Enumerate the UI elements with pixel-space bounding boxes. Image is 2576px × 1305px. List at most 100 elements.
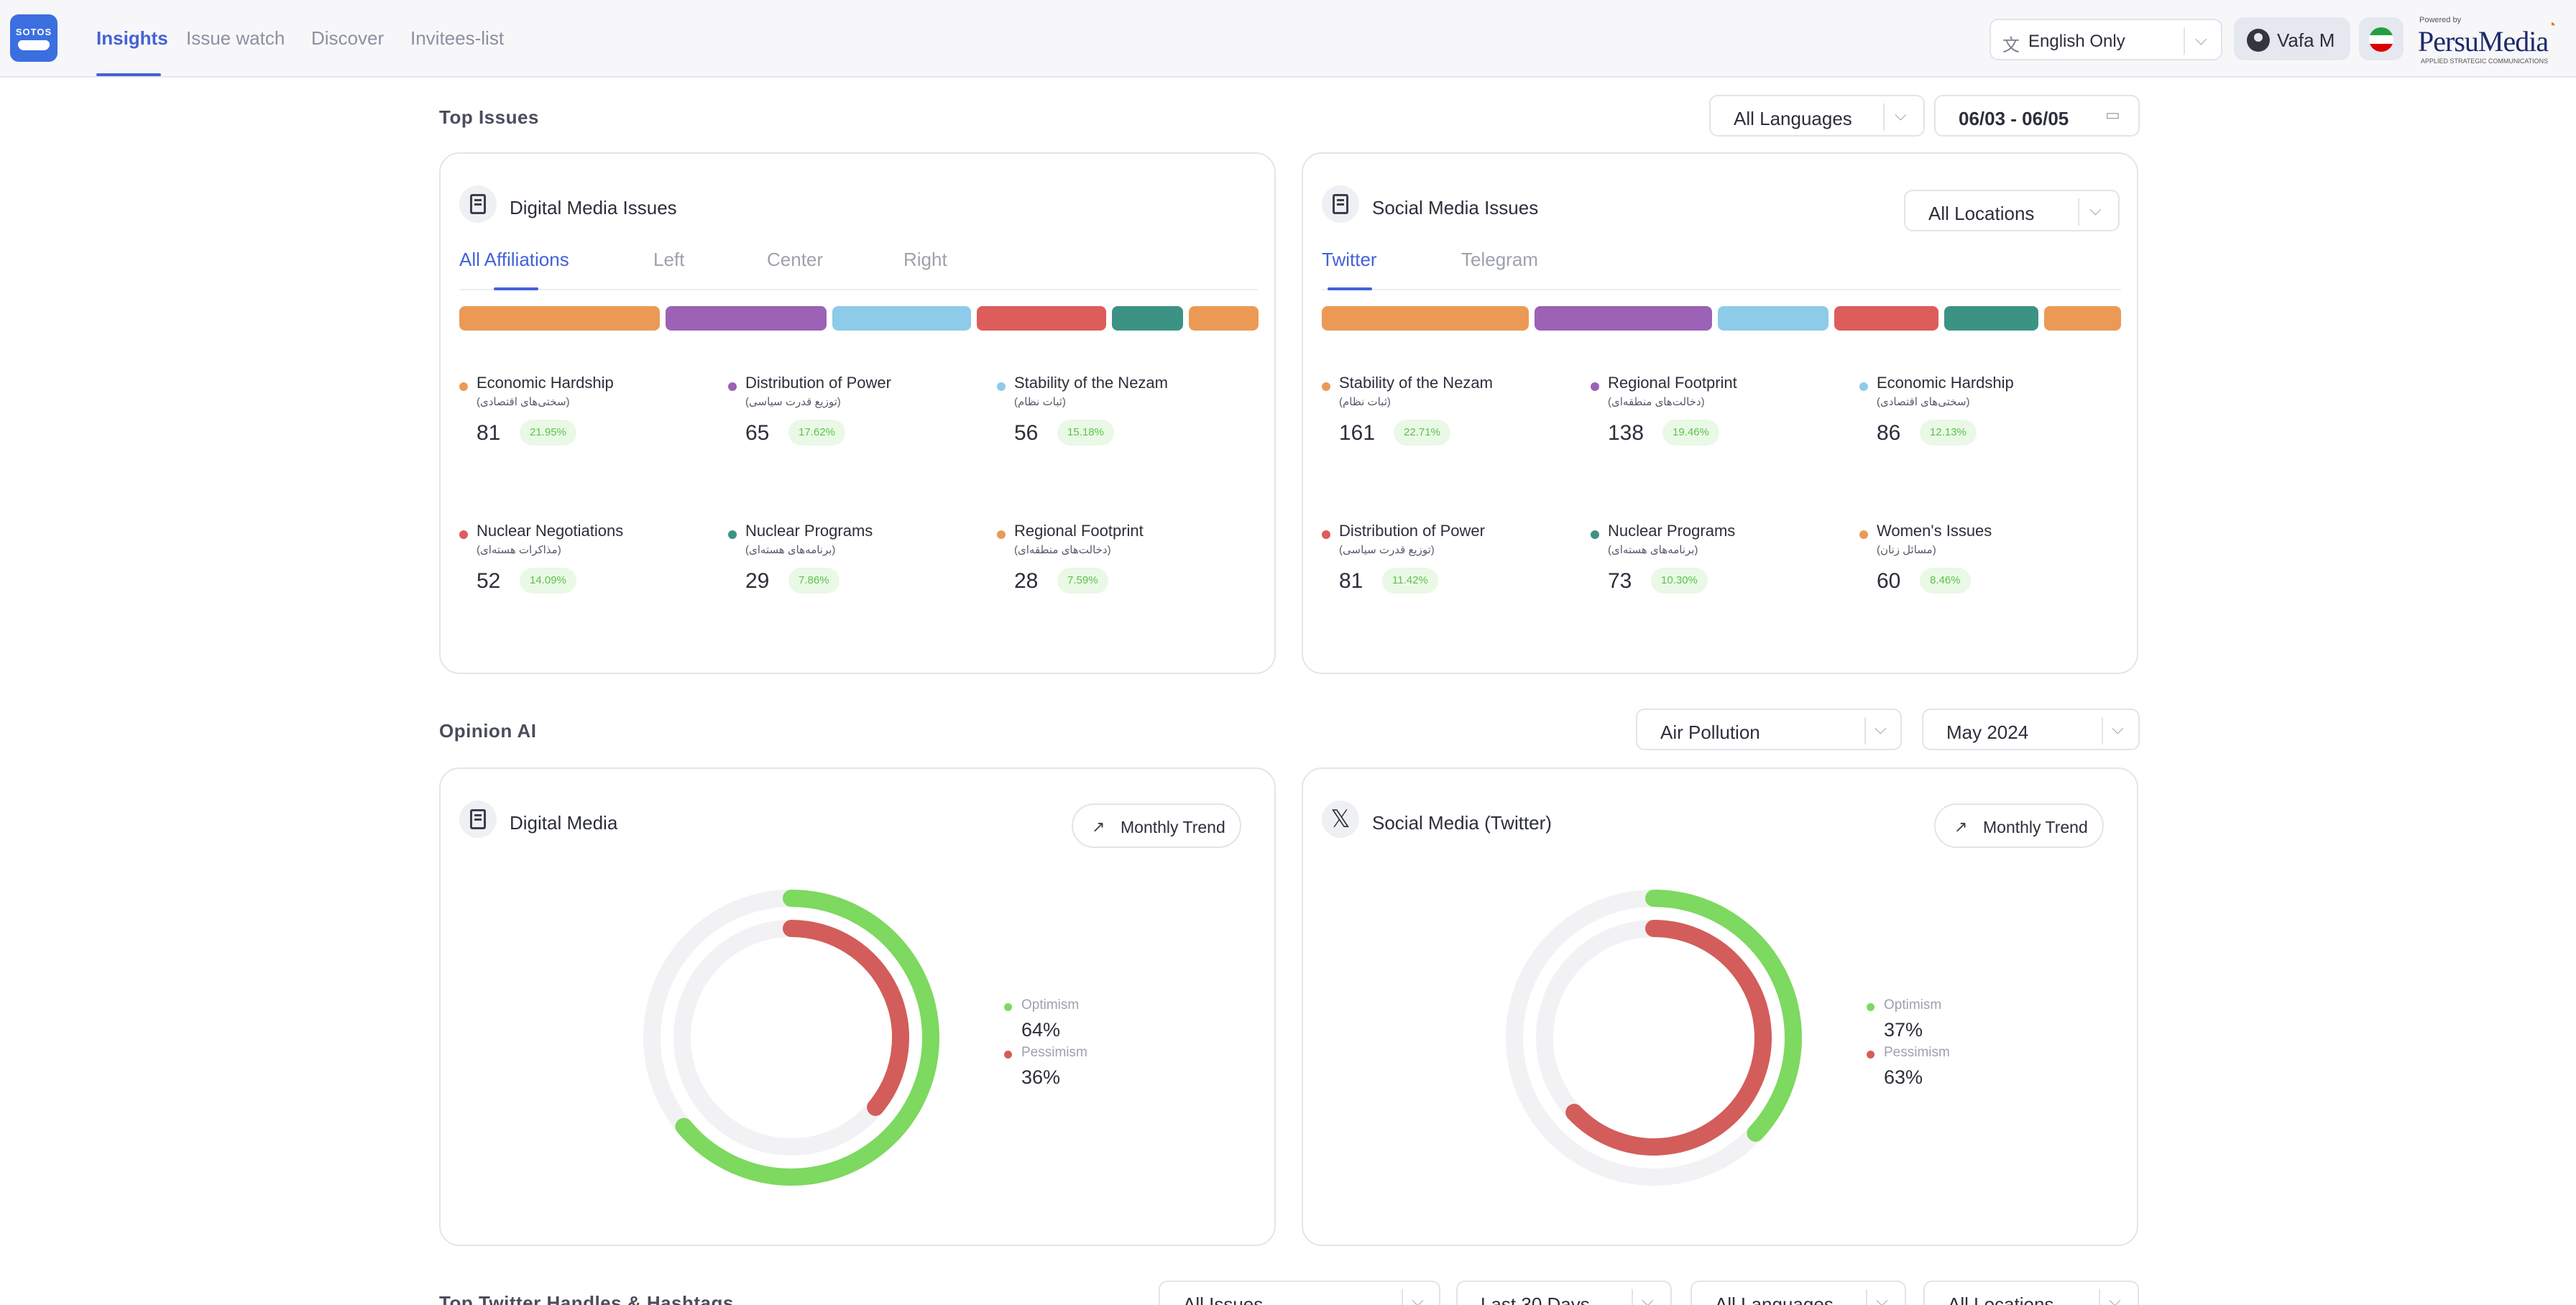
- optimism-arc: [675, 890, 939, 1186]
- issue-distribution-bar: [459, 306, 1259, 331]
- issues-filter[interactable]: All Issues ⌵: [1159, 1281, 1440, 1305]
- app-logo[interactable]: SOTOS: [10, 14, 58, 62]
- select-divider: [1883, 103, 1885, 131]
- tab-issue-watch[interactable]: Issue watch: [186, 27, 285, 49]
- bar-segment[interactable]: [1834, 306, 1938, 331]
- tab-right[interactable]: Right: [903, 249, 947, 270]
- chevron-down-icon: ⌵: [1874, 719, 1887, 737]
- handles-locations-value: All Locations: [1948, 1294, 2054, 1305]
- tab-all-affiliations[interactable]: All Affiliations: [459, 249, 569, 270]
- bar-segment[interactable]: [1189, 306, 1259, 331]
- optimism-label: Optimism: [1884, 997, 1942, 1013]
- issue-name: Economic Hardship: [477, 374, 614, 392]
- social-media-opinion-card: 𝕏 Social Media (Twitter) ↗ Monthly Trend…: [1302, 767, 2138, 1246]
- monthly-trend-button[interactable]: ↗ Monthly Trend: [1934, 803, 2104, 848]
- pessimism-label: Pessimism: [1884, 1045, 1950, 1060]
- document-icon: [1322, 185, 1359, 223]
- issue-color-dot: [728, 382, 737, 391]
- issue-item[interactable]: Nuclear Programs (برنامه‌های هسته‌ای) 73 10…: [1591, 522, 1849, 608]
- bar-segment[interactable]: [1535, 306, 1713, 331]
- monthly-trend-button[interactable]: ↗ Monthly Trend: [1072, 803, 1241, 848]
- handles-languages-filter[interactable]: All Languages ⌵: [1690, 1281, 1906, 1305]
- bar-segment[interactable]: [1718, 306, 1828, 331]
- optimism-value: 64%: [1021, 1019, 1061, 1041]
- tab-telegram[interactable]: Telegram: [1461, 249, 1538, 270]
- locations-filter[interactable]: All Locations ⌵: [1904, 190, 2120, 231]
- region-flag-button[interactable]: [2359, 17, 2404, 60]
- tab-discover[interactable]: Discover: [311, 27, 385, 49]
- date-range-picker[interactable]: 06/03 - 06/05 ▭: [1934, 95, 2140, 137]
- period-filter[interactable]: Last 30 Days ⌵: [1456, 1281, 1672, 1305]
- issue-name-farsi: (توزیع قدرت سیاسی): [1339, 544, 1435, 556]
- optimism-arc: [1645, 890, 1802, 1142]
- pessimism-arc: [783, 920, 909, 1116]
- card-title: Digital Media Issues: [510, 197, 677, 218]
- issue-item[interactable]: Stability of the Nezam (ثبات نظام) 161 22.7…: [1322, 374, 1581, 460]
- issue-item[interactable]: Women's Issues (مسائل زنان) 60 8.46%: [1859, 522, 2118, 608]
- tab-twitter[interactable]: Twitter: [1322, 249, 1377, 270]
- issue-item[interactable]: Nuclear Programs (برنامه‌های هسته‌ای) 29 7.…: [728, 522, 987, 608]
- bar-segment[interactable]: [666, 306, 827, 331]
- tabs-divider: [459, 289, 1259, 290]
- tab-insights[interactable]: Insights: [96, 27, 168, 49]
- chevron-down-icon: ⌵: [2112, 719, 2124, 737]
- bar-segment[interactable]: [1322, 306, 1530, 331]
- issue-count: 138: [1608, 421, 1644, 445]
- topic-filter[interactable]: Air Pollution ⌵: [1636, 709, 1902, 750]
- handles-locations-filter[interactable]: All Locations ⌵: [1923, 1281, 2139, 1305]
- issue-count: 86: [1877, 421, 1901, 445]
- issue-percent-badge: 14.09%: [520, 568, 576, 594]
- tab-left[interactable]: Left: [653, 249, 685, 270]
- issue-count: 52: [477, 569, 501, 593]
- chevron-down-icon: ⌵: [2109, 1291, 2121, 1305]
- issue-name: Stability of the Nezam: [1339, 374, 1493, 392]
- languages-filter[interactable]: All Languages ⌵: [1709, 95, 1925, 137]
- x-twitter-icon: 𝕏: [1322, 801, 1359, 838]
- bar-segment[interactable]: [832, 306, 972, 331]
- bar-segment[interactable]: [1111, 306, 1184, 331]
- issue-count: 28: [1014, 569, 1039, 593]
- handles-languages-value: All Languages: [1715, 1294, 1834, 1305]
- bar-segment[interactable]: [2043, 306, 2121, 331]
- brand-tagline: APPLIED STRATEGIC COMMUNICATIONS: [2421, 57, 2549, 65]
- issues-filter-value: All Issues: [1183, 1294, 1264, 1305]
- language-select[interactable]: 文 English Only ⌵: [1990, 19, 2222, 60]
- bar-segment[interactable]: [977, 306, 1106, 331]
- document-icon: [459, 185, 497, 223]
- active-tab-indicator: [96, 73, 161, 76]
- iran-flag-icon: [2369, 27, 2393, 52]
- issue-name-farsi: (برنامه‌های هسته‌ای): [745, 544, 836, 556]
- card-title: Social Media (Twitter): [1372, 812, 1552, 834]
- issue-item[interactable]: Economic Hardship (سختی‌های اقتصادی) 86 12.…: [1859, 374, 2118, 460]
- issue-name-farsi: (دخالت‌های منطقه‌ای): [1608, 396, 1705, 408]
- issue-name: Economic Hardship: [1877, 374, 2014, 392]
- issue-item[interactable]: Distribution of Power (توزیع قدرت سیاسی) 8…: [1322, 522, 1581, 608]
- issue-item[interactable]: Regional Footprint (دخالت‌های منطقه‌ای) 13…: [1591, 374, 1849, 460]
- calendar-icon: ▭: [2105, 106, 2120, 124]
- issue-item[interactable]: Distribution of Power (توزیع قدرت سیاسی) 6…: [728, 374, 987, 460]
- issue-name: Women's Issues: [1877, 522, 1992, 540]
- bar-segment[interactable]: [1944, 306, 2038, 331]
- brand-name-a: Persu: [2418, 25, 2479, 57]
- issue-name-farsi: (سختی‌های اقتصادی): [477, 396, 570, 408]
- issue-item[interactable]: Nuclear Negotiations (مذاکرات هسته‌ای) 52 1…: [459, 522, 718, 608]
- issue-color-dot: [997, 382, 1006, 391]
- chevron-down-icon: ⌵: [1895, 106, 1907, 124]
- issue-name-farsi: (دخالت‌های منطقه‌ای): [1014, 544, 1111, 556]
- issue-name: Nuclear Negotiations: [477, 522, 624, 540]
- issue-item[interactable]: Stability of the Nezam (ثبات نظام) 56 15.18…: [997, 374, 1256, 460]
- tab-center[interactable]: Center: [767, 249, 824, 270]
- month-filter-value: May 2024: [1946, 721, 2029, 743]
- tab-invitees-list[interactable]: Invitees-list: [410, 27, 505, 49]
- issue-name: Regional Footprint: [1608, 374, 1737, 392]
- bar-segment[interactable]: [459, 306, 661, 331]
- issue-item[interactable]: Regional Footprint (دخالت‌های منطقه‌ای) 28…: [997, 522, 1256, 608]
- social-media-issues-card: Social Media Issues All Locations ⌵ Twit…: [1302, 152, 2138, 674]
- month-filter[interactable]: May 2024 ⌵: [1922, 709, 2140, 750]
- issue-count: 81: [477, 421, 501, 445]
- top-nav-bar: SOTOS Insights Issue watch Discover Invi…: [0, 0, 2576, 78]
- issue-item[interactable]: Economic Hardship (سختی‌های اقتصادی) 81 21.…: [459, 374, 718, 460]
- select-divider: [2078, 198, 2079, 226]
- user-menu-button[interactable]: Vafa M: [2234, 17, 2350, 60]
- select-divider: [2184, 27, 2185, 55]
